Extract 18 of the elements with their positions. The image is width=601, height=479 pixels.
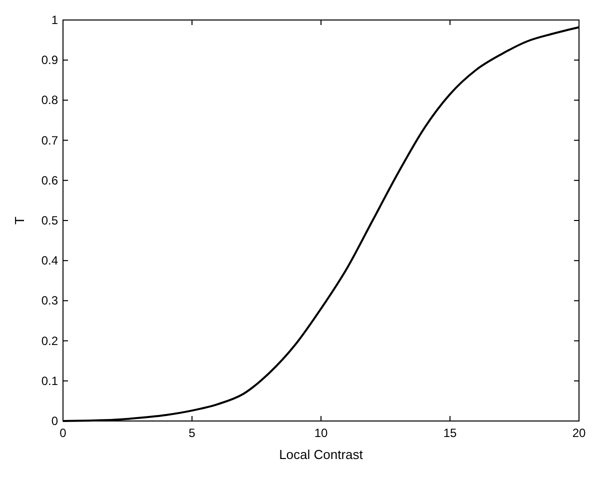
y-tick-label: 0.5 bbox=[41, 214, 58, 228]
y-tick-label: 0.6 bbox=[41, 173, 58, 188]
x-axis-title: Local Contrast bbox=[279, 447, 364, 462]
x-tick-label: 10 bbox=[314, 426, 328, 440]
y-tick-label: 0.1 bbox=[41, 374, 58, 388]
x-tick-label: 5 bbox=[188, 426, 196, 440]
y-tick-label: 1 bbox=[51, 13, 58, 27]
x-tick-label: 20 bbox=[572, 426, 586, 440]
y-tick-label: 0.9 bbox=[41, 53, 58, 68]
y-tick-label: 0 bbox=[51, 414, 58, 428]
x-tick-label: 0 bbox=[60, 426, 67, 440]
y-tick-label: 0.4 bbox=[41, 254, 58, 268]
y-tick-label: 0.8 bbox=[41, 93, 58, 108]
y-tick-label: 0.7 bbox=[41, 133, 58, 148]
y-tick-label: 0.2 bbox=[41, 334, 58, 348]
x-tick-label: 15 bbox=[443, 426, 457, 440]
y-tick-label: 0.3 bbox=[41, 294, 58, 308]
y-axis-title: T bbox=[12, 216, 27, 224]
